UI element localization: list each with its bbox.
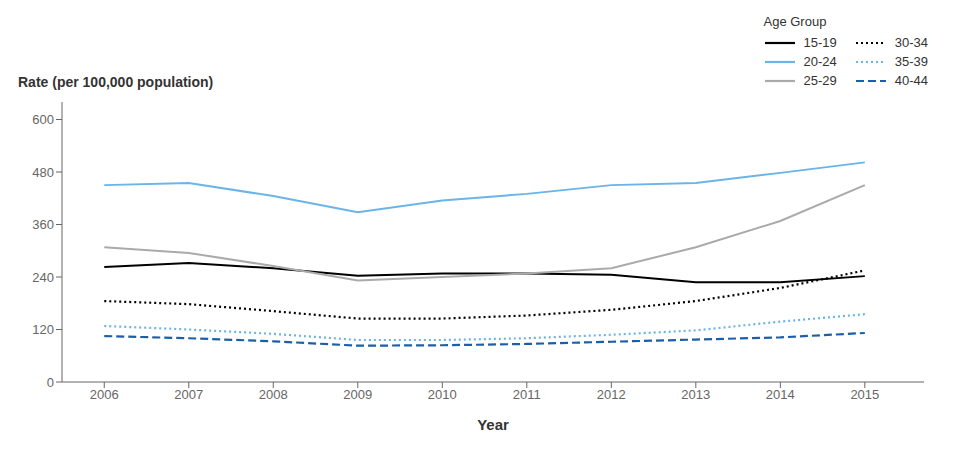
svg-text:2010: 2010 [428,387,457,402]
svg-text:0: 0 [47,375,54,390]
html-text:Age Group: Age Group [763,14,827,29]
html-text:20-24: 20-24 [803,54,837,69]
svg-text:Year: Year [477,416,509,433]
html-text:15-19: 15-19 [803,35,837,50]
svg-text:600: 600 [32,112,54,127]
html-text:35-39: 35-39 [894,54,928,69]
svg-text:240: 240 [32,270,54,285]
svg-text:120: 120 [32,322,54,337]
svg-text:2014: 2014 [766,387,795,402]
html-text:40-44: 40-44 [894,73,928,88]
svg-text:2012: 2012 [597,387,626,402]
svg-text:2006: 2006 [90,387,119,402]
html-text:30-34: 30-34 [894,35,928,50]
svg-text:2015: 2015 [850,387,879,402]
svg-text:2007: 2007 [174,387,203,402]
html-text:Rate (per 100,000 population): Rate (per 100,000 population) [18,74,214,90]
svg-text:480: 480 [32,165,54,180]
svg-text:2008: 2008 [259,387,288,402]
svg-text:2013: 2013 [681,387,710,402]
svg-text:360: 360 [32,217,54,232]
html-text:25-29: 25-29 [803,73,837,88]
svg-text:2011: 2011 [513,387,541,402]
svg-text:2009: 2009 [343,387,372,402]
